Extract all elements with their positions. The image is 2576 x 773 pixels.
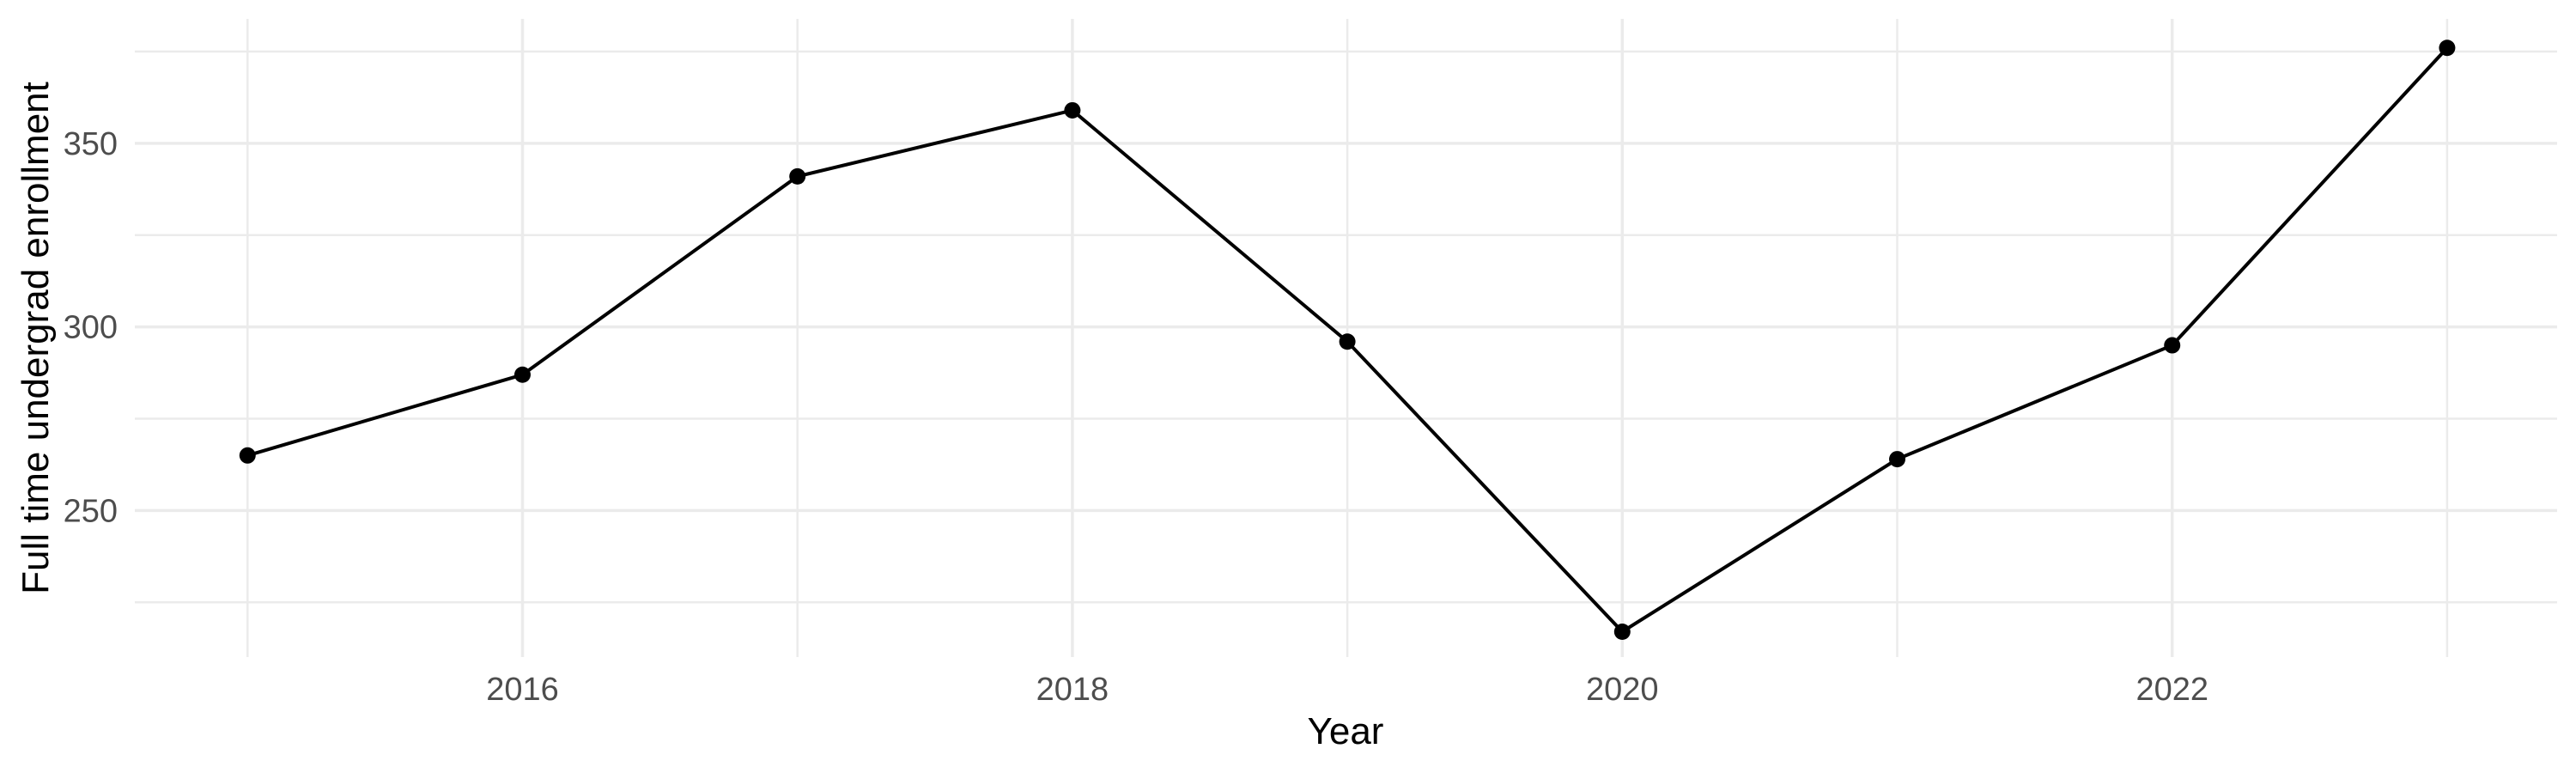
data-point <box>1889 451 1906 468</box>
data-point <box>789 167 806 185</box>
data-point <box>513 366 531 383</box>
x-tick-label: 2018 <box>1036 672 1109 708</box>
y-axis-title: Full time undergrad enrollment <box>15 82 57 594</box>
x-tick-label: 2020 <box>1586 672 1659 708</box>
data-point <box>1064 101 1081 119</box>
x-tick-label: 2022 <box>2136 672 2208 708</box>
data-point <box>1339 333 1356 350</box>
y-tick-label: 350 <box>64 126 118 162</box>
y-tick-label: 300 <box>64 310 118 346</box>
data-point <box>1613 624 1631 641</box>
axis-tick-labels: 2016 2018 2020 2022 250 300 350 <box>64 126 2208 708</box>
data-point <box>2164 337 2181 354</box>
x-axis-title: Year <box>1308 710 1384 752</box>
y-tick-label: 250 <box>64 493 118 529</box>
data-point <box>239 447 256 464</box>
data-point <box>2439 40 2456 57</box>
minor-gridlines <box>135 19 2557 657</box>
x-tick-label: 2016 <box>486 672 559 708</box>
data-series <box>239 40 2456 641</box>
